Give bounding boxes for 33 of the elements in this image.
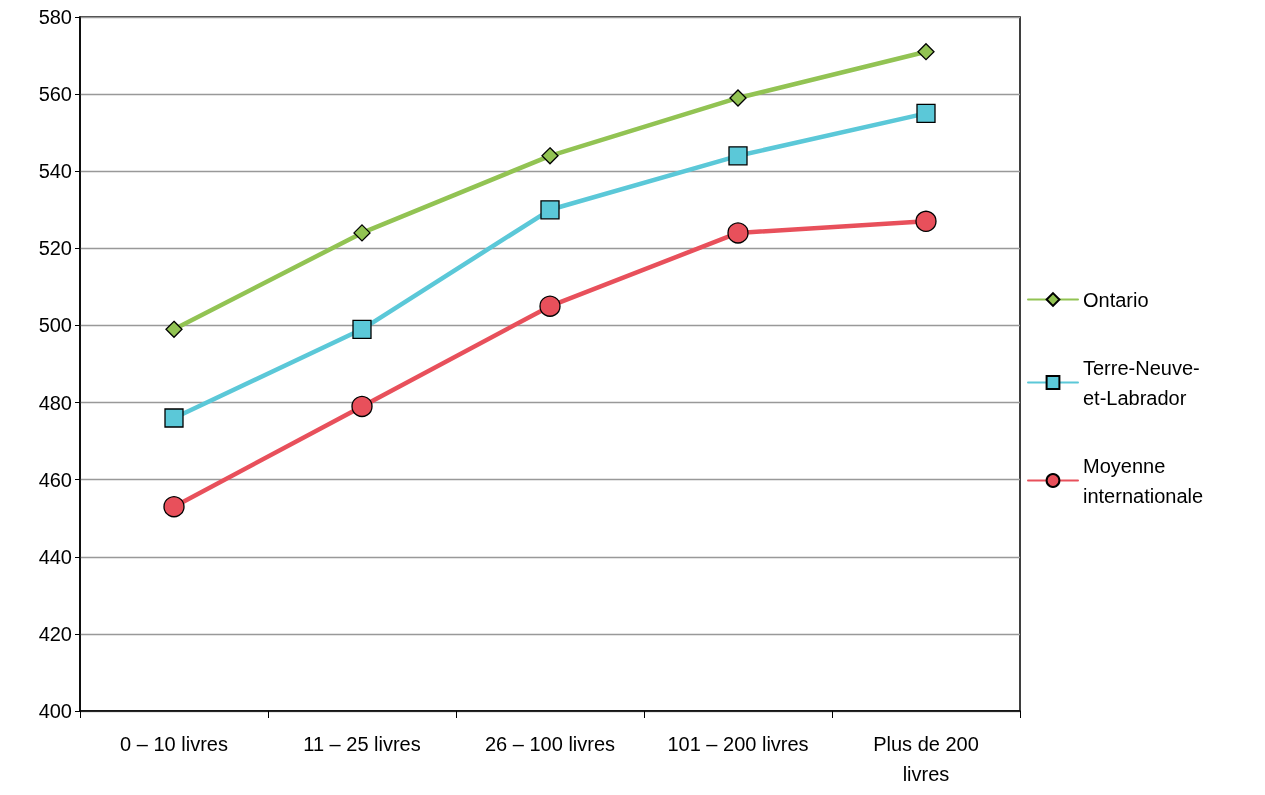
y-tick-label: 580 bbox=[38, 6, 72, 28]
point bbox=[727, 222, 749, 244]
point bbox=[540, 200, 560, 220]
point bbox=[539, 295, 561, 317]
y-tick-label: 480 bbox=[38, 391, 72, 414]
point bbox=[917, 43, 935, 61]
point bbox=[729, 89, 747, 107]
y-tick-label: 460 bbox=[38, 468, 72, 491]
point bbox=[728, 146, 748, 166]
x-tick-label: 26 – 100 livres bbox=[484, 733, 616, 755]
legend-label: Moyenne internationale bbox=[1083, 454, 1204, 507]
x-tick-label: 0 – 10 livres bbox=[120, 733, 228, 755]
point bbox=[351, 395, 373, 418]
y-tick-label: 400 bbox=[38, 700, 72, 722]
point bbox=[163, 496, 185, 518]
legend-label: Terre-Neuve-et-Labrador bbox=[1083, 356, 1200, 409]
y-tick-label: 440 bbox=[38, 545, 72, 568]
legend-label: Ontario bbox=[1083, 288, 1149, 311]
x-tick-label: 101 – 200 livres bbox=[667, 733, 809, 755]
point bbox=[916, 103, 936, 124]
point bbox=[353, 224, 371, 242]
y-tick-label: 520 bbox=[38, 237, 72, 260]
point bbox=[164, 408, 184, 428]
x-tick-label: 11 – 25 livres bbox=[303, 733, 421, 755]
y-tick-label: 540 bbox=[38, 160, 72, 183]
y-tick-label: 560 bbox=[38, 83, 72, 106]
point bbox=[165, 320, 183, 338]
y-tick-label: 500 bbox=[38, 314, 72, 337]
y-tick-label: 420 bbox=[38, 622, 72, 645]
x-tick-label: Plus de 200 livres bbox=[873, 733, 979, 785]
point bbox=[541, 147, 559, 165]
point bbox=[915, 210, 937, 232]
point bbox=[352, 319, 372, 339]
